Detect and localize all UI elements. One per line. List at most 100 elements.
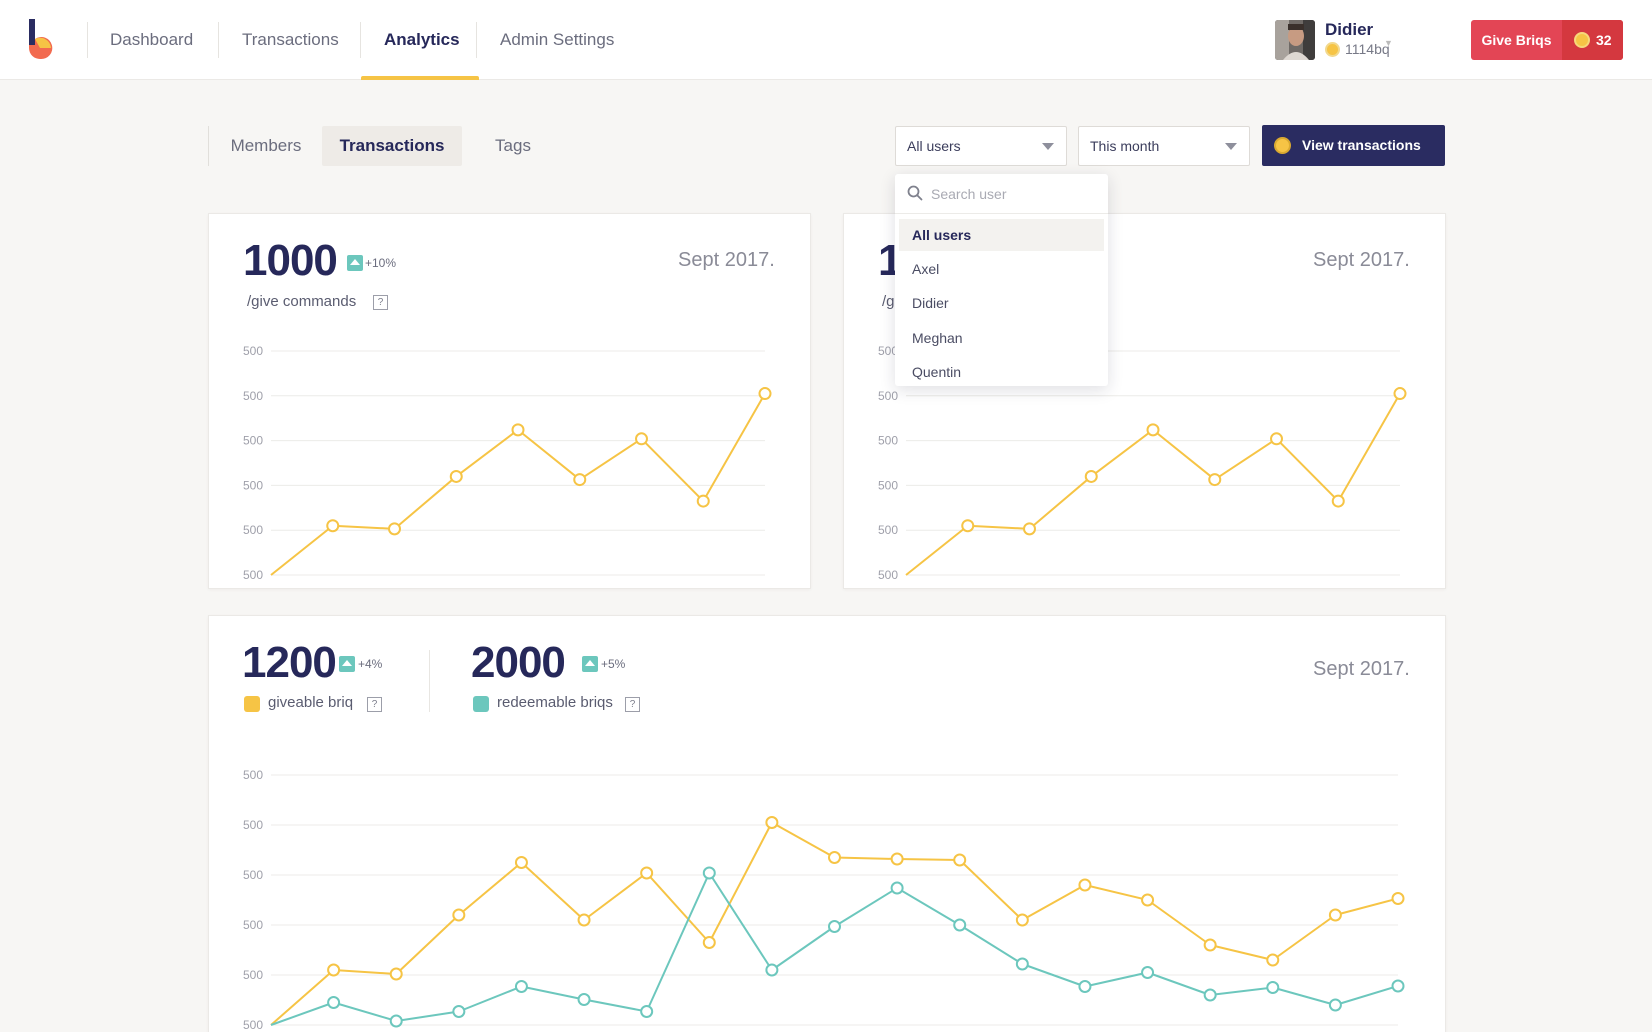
tab-tags[interactable]: Tags (495, 136, 531, 155)
search-user-input[interactable] (931, 182, 1099, 206)
give-briqs-count: 32 (1596, 32, 1612, 48)
user-search-box (895, 174, 1108, 214)
nav-admin-settings[interactable]: Admin Settings (500, 30, 615, 49)
view-transactions-button[interactable]: View transactions (1262, 125, 1445, 166)
data-point (327, 963, 341, 977)
help-icon[interactable]: ? (625, 697, 640, 712)
y-tick-label: 500 (243, 389, 263, 403)
data-point (388, 522, 401, 536)
metric-label: /g (882, 293, 895, 310)
giveable-change: +4% (358, 657, 383, 671)
coin-icon (1325, 42, 1340, 57)
y-tick-label: 500 (878, 344, 898, 358)
data-point (1203, 988, 1217, 1002)
dropdown-option-quentin[interactable]: Quentin (912, 364, 962, 380)
user-dropdown-menu: All users Axel Didier Meghan Quentin (895, 174, 1108, 386)
data-point (1023, 522, 1036, 536)
nav-dashboard[interactable]: Dashboard (110, 30, 194, 49)
data-point (1266, 953, 1280, 967)
briqs-card: 1200 +4% giveable briq ? 2000 +5% redeem… (208, 615, 1446, 1032)
view-transactions-label: View transactions (1302, 137, 1421, 153)
y-tick-label: 500 (878, 478, 898, 492)
data-point (1141, 966, 1155, 979)
redeemable-value: 2000 (471, 638, 566, 687)
data-point (1146, 423, 1160, 437)
user-balance: 1114bq (1345, 41, 1390, 57)
data-point (1084, 469, 1098, 483)
chevron-down-icon: ▼ (1384, 38, 1393, 48)
period-select-value: This month (1090, 138, 1160, 154)
data-point (1208, 473, 1222, 487)
user-menu[interactable]: Didier 1114bq ▼ (1275, 20, 1395, 62)
dropdown-option-meghan[interactable]: Meghan (912, 330, 963, 346)
give-commands-chart: 500 500 500 500 500 500 (243, 344, 772, 582)
y-tick-label: 500 (878, 434, 898, 448)
y-tick-label: 500 (243, 918, 263, 932)
caret-down-icon (1042, 143, 1054, 150)
briq-logo-icon[interactable] (28, 18, 60, 60)
give-briqs-counter: 32 (1562, 20, 1623, 60)
giveable-legend-swatch (244, 696, 260, 712)
nav-transactions[interactable]: Transactions (242, 30, 339, 49)
tab-members[interactable]: Members (230, 136, 302, 155)
give-commands-card: 1000 +10% /give commands ? Sept 2017. 50… (208, 213, 811, 589)
data-point (514, 980, 528, 993)
card-date: Sept 2017. (1313, 249, 1410, 271)
data-point (389, 1014, 403, 1028)
y-tick-label: 500 (243, 1018, 263, 1032)
data-point (1141, 893, 1155, 907)
data-point (702, 936, 716, 949)
giveable-value: 1200 (242, 638, 337, 687)
analytics-subtabs: Members Transactions Tags (208, 126, 531, 166)
dropdown-option-didier[interactable]: Didier (912, 295, 949, 311)
dropdown-option-axel[interactable]: Axel (912, 261, 940, 277)
give-briqs-button[interactable]: Give Briqs 32 (1471, 20, 1623, 60)
help-icon[interactable]: ? (367, 697, 382, 712)
user-name: Didier (1325, 20, 1374, 39)
tab-transactions[interactable]: Transactions (322, 126, 462, 166)
y-tick-label: 500 (243, 868, 263, 882)
metric-label: /give commands (247, 293, 357, 310)
data-point (1328, 908, 1342, 922)
y-tick-label: 500 (243, 523, 263, 537)
data-point (1391, 979, 1405, 993)
trend-up-icon (347, 255, 363, 271)
y-tick-label: 500 (878, 523, 898, 537)
card-date: Sept 2017. (1313, 658, 1410, 680)
data-point (953, 918, 967, 932)
data-point (765, 816, 779, 829)
period-select[interactable]: This month (1078, 126, 1250, 166)
data-point (696, 494, 710, 508)
dropdown-option-all-users[interactable]: All users (899, 219, 1104, 251)
data-point (452, 1005, 466, 1018)
y-tick-label: 500 (243, 968, 263, 982)
y-tick-label: 500 (878, 568, 898, 582)
trend-up-icon (582, 656, 598, 672)
data-point (828, 851, 841, 864)
y-tick-label: 500 (243, 434, 263, 448)
data-point (573, 473, 587, 487)
data-point (1393, 387, 1407, 401)
nav-analytics[interactable]: Analytics (384, 30, 460, 49)
data-point (635, 432, 648, 446)
data-point (1270, 432, 1283, 446)
data-point (1266, 981, 1280, 994)
avatar (1275, 20, 1315, 60)
nav-divider (360, 22, 361, 58)
series-line (905, 393, 1401, 576)
nav-divider (87, 22, 88, 58)
data-point (961, 519, 975, 533)
y-tick-label: 500 (243, 818, 263, 832)
redeemable-label: redeemable briqs (497, 694, 613, 711)
data-point (514, 856, 528, 869)
data-point (1078, 980, 1092, 993)
y-tick-label: 500 (878, 389, 898, 403)
card-date: Sept 2017. (678, 249, 775, 271)
data-point (828, 920, 841, 933)
users-select[interactable]: All users (895, 126, 1067, 166)
data-point (1328, 998, 1342, 1012)
redeemable-change: +5% (601, 657, 626, 671)
y-tick-label: 500 (243, 768, 263, 782)
help-icon[interactable]: ? (373, 295, 388, 310)
coin-icon (1274, 137, 1291, 154)
